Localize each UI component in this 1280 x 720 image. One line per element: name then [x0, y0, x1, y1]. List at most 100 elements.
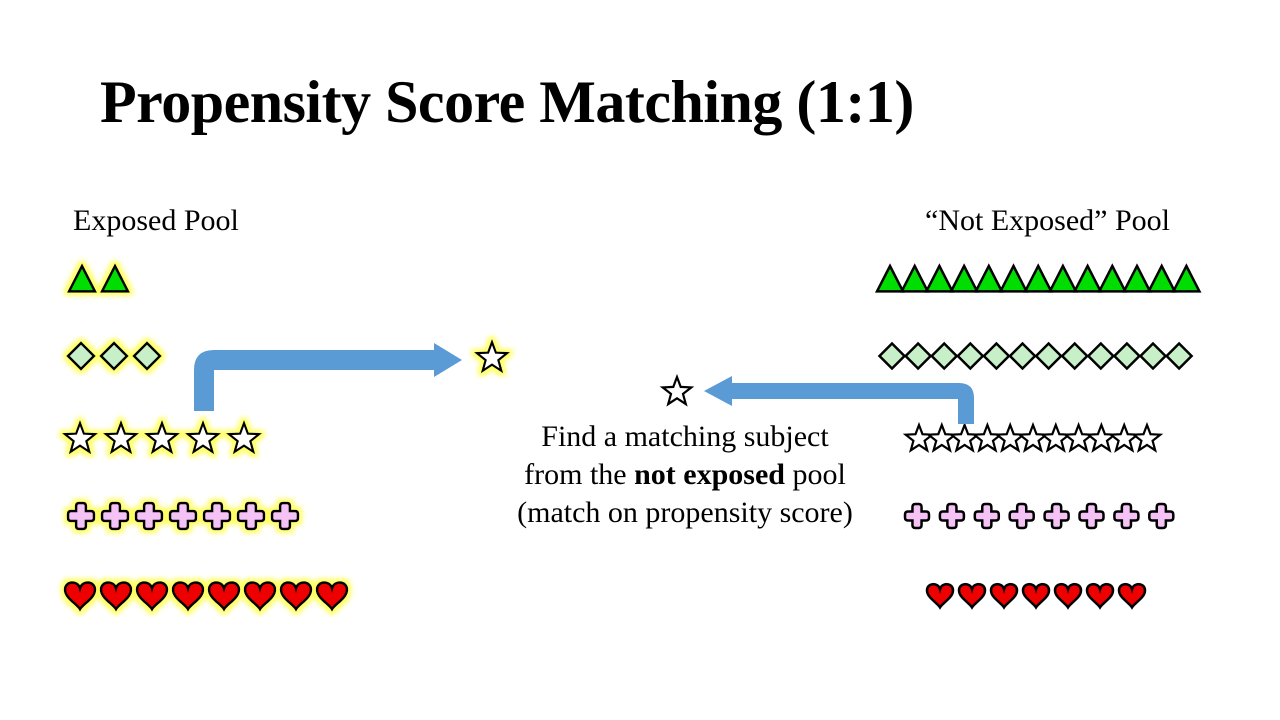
diamond-icon	[982, 341, 1011, 371]
triangle-icon	[924, 263, 955, 293]
cross-icon	[938, 502, 966, 530]
cross-icon	[1078, 502, 1105, 530]
cross-icon	[270, 501, 300, 531]
cross-icon	[1008, 502, 1035, 530]
heart-icon	[1085, 582, 1115, 610]
heart-icon	[1021, 582, 1051, 610]
caption-line-2-end: pool	[784, 458, 846, 491]
matching-caption: Find a matching subject from the not exp…	[490, 418, 880, 532]
triangle-icon	[1171, 263, 1202, 293]
cross-icon	[1043, 502, 1070, 530]
diamond-icon	[132, 341, 162, 371]
star-icon	[902, 421, 936, 453]
not-exposed-row-diamond	[877, 341, 1194, 371]
cross-icon	[236, 501, 266, 531]
star-icon	[143, 419, 181, 455]
exposed-row-diamond	[66, 341, 162, 371]
diamond-icon	[1008, 341, 1037, 371]
heart-icon	[171, 581, 205, 612]
triangle-icon	[1146, 263, 1177, 293]
triangle-icon	[1121, 263, 1153, 293]
selected-exposed-star	[473, 338, 511, 374]
cross-icon	[168, 501, 198, 531]
diamond-icon	[1164, 341, 1194, 371]
caption-line-3: (match on propensity score)	[517, 496, 853, 529]
diamond-icon	[877, 341, 907, 371]
diamond-icon	[1112, 341, 1142, 371]
not-exposed-row-cross	[903, 502, 1175, 530]
not-exposed-row-triangle	[874, 263, 1202, 293]
heart-icon	[207, 581, 241, 612]
cross-icon	[903, 502, 931, 530]
heart-icon	[99, 581, 133, 612]
diamond-icon	[1034, 341, 1063, 371]
caption-line-2: from the not exposed pool	[490, 456, 880, 494]
heart-icon	[315, 581, 349, 612]
heart-icon	[135, 581, 169, 612]
triangle-icon	[949, 263, 980, 293]
caption-emphasis: not exposed	[634, 458, 785, 491]
star-icon	[184, 419, 222, 455]
star-icon	[1085, 421, 1118, 453]
triangle-icon	[1097, 263, 1128, 293]
star-icon	[1062, 421, 1095, 453]
diamond-icon	[99, 341, 129, 371]
diamond-icon	[1060, 341, 1089, 371]
matched-not-exposed-star	[659, 373, 695, 407]
heart-icon	[989, 582, 1019, 610]
star-icon	[925, 421, 959, 453]
caption-line-1: Find a matching subject	[541, 420, 829, 453]
triangle-icon	[66, 263, 98, 293]
diamond-icon	[929, 341, 959, 371]
triangle-icon	[1047, 263, 1078, 293]
cross-icon	[973, 502, 1001, 530]
star-icon	[225, 419, 263, 455]
cross-icon	[134, 501, 164, 531]
heart-icon	[279, 581, 313, 612]
diamond-icon	[1086, 341, 1116, 371]
diamond-icon	[1138, 341, 1168, 371]
cross-icon	[202, 501, 232, 531]
triangle-icon	[899, 263, 930, 293]
heart-icon	[925, 582, 955, 610]
star-icon	[1130, 421, 1164, 453]
heart-icon	[1117, 582, 1147, 610]
star-icon	[102, 419, 140, 455]
cross-icon	[100, 501, 130, 531]
triangle-icon	[874, 263, 906, 293]
exposed-pool	[61, 263, 349, 612]
not-exposed-row-star	[902, 421, 1164, 453]
exposed-row-cross	[66, 501, 300, 531]
cross-icon	[66, 501, 96, 531]
diamond-icon	[903, 341, 933, 371]
exposed-pool-label: Exposed Pool	[73, 204, 239, 237]
triangle-icon	[1072, 263, 1103, 293]
heart-icon	[1053, 582, 1083, 610]
heart-icon	[63, 581, 97, 612]
not-exposed-pool	[874, 263, 1202, 610]
star-icon	[1016, 421, 1050, 453]
star-icon	[1107, 421, 1141, 453]
caption-line-2-start: from the	[524, 458, 635, 491]
cross-icon	[1113, 502, 1140, 530]
not-exposed-pool-label: “Not Exposed” Pool	[925, 204, 1170, 237]
heart-icon	[243, 581, 277, 612]
star-icon	[61, 419, 99, 455]
heart-icon	[957, 582, 987, 610]
triangle-icon	[99, 263, 131, 293]
star-icon	[993, 421, 1027, 453]
exposed-row-star	[61, 419, 263, 455]
diamond-icon	[66, 341, 96, 371]
slide-title: Propensity Score Matching (1:1)	[100, 69, 914, 135]
triangle-icon	[998, 263, 1029, 293]
exposed-row-triangle	[66, 263, 131, 293]
exposed-to-selected-arrow	[194, 343, 462, 411]
triangle-icon	[973, 263, 1004, 293]
star-icon	[948, 421, 981, 453]
triangle-icon	[1023, 263, 1054, 293]
star-icon	[971, 421, 1004, 453]
star-icon	[473, 338, 511, 374]
star-icon	[659, 373, 695, 407]
